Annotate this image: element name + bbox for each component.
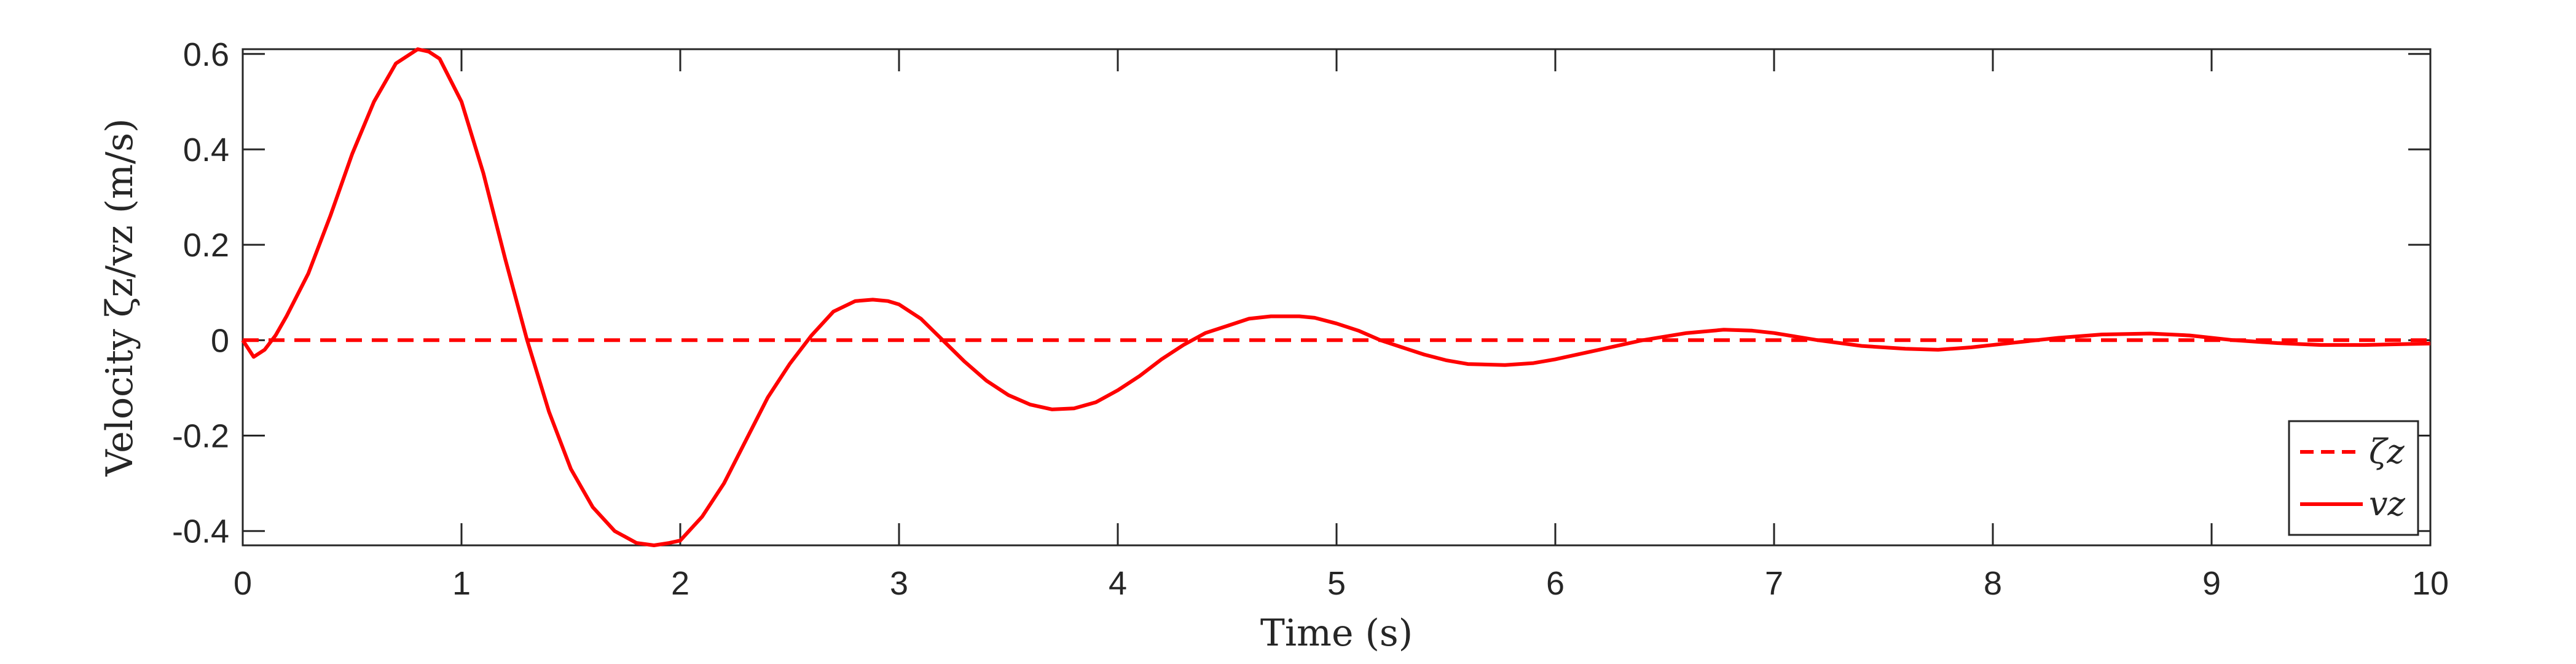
plot-frame [242,48,2432,547]
y-axis-ticks: -0.4 -0.2 0 0.2 0.4 0.6 [172,36,2430,550]
x-tick-label: 9 [2202,565,2221,602]
y-tick-label: 0.4 [183,132,229,168]
x-tick-label: 10 [2412,565,2449,602]
legend-box [2288,420,2419,536]
legend: ζz vz [2288,420,2419,536]
x-tick-label: 4 [1109,565,1127,602]
y-tick-label: 0 [211,322,229,359]
y-tick-label: 0.2 [183,227,229,264]
x-tick-label: 8 [1984,565,2002,602]
x-tick-label: 6 [1546,565,1565,602]
series-line-1 [241,47,2431,547]
plot-area: 0 1 2 3 4 5 6 7 8 9 10 -0.4 -0.2 0 0.2 0.4 0.6 [172,36,2449,602]
legend-items: ζz vz [2300,432,2406,523]
x-tick-label: 7 [1765,565,1783,602]
y-tick-label: -0.4 [172,513,229,550]
series-layer [241,47,2431,547]
y-tick-label: -0.2 [172,418,229,455]
legend-label-1: vz [2369,484,2406,523]
y-axis-label: Velocity ζz/vz (m/s) [98,118,141,476]
x-tick-label: 5 [1327,565,1346,602]
legend-label-0: ζz [2369,432,2405,471]
y-tick-label: 0.6 [183,36,229,73]
x-tick-label: 2 [671,565,689,602]
x-axis-label: Time (s) [1260,612,1413,655]
x-tick-label: 1 [452,565,471,602]
x-axis-ticks: 0 1 2 3 4 5 6 7 8 9 10 [234,49,2449,602]
x-tick-label: 3 [890,565,908,602]
x-tick-label: 0 [234,565,252,602]
